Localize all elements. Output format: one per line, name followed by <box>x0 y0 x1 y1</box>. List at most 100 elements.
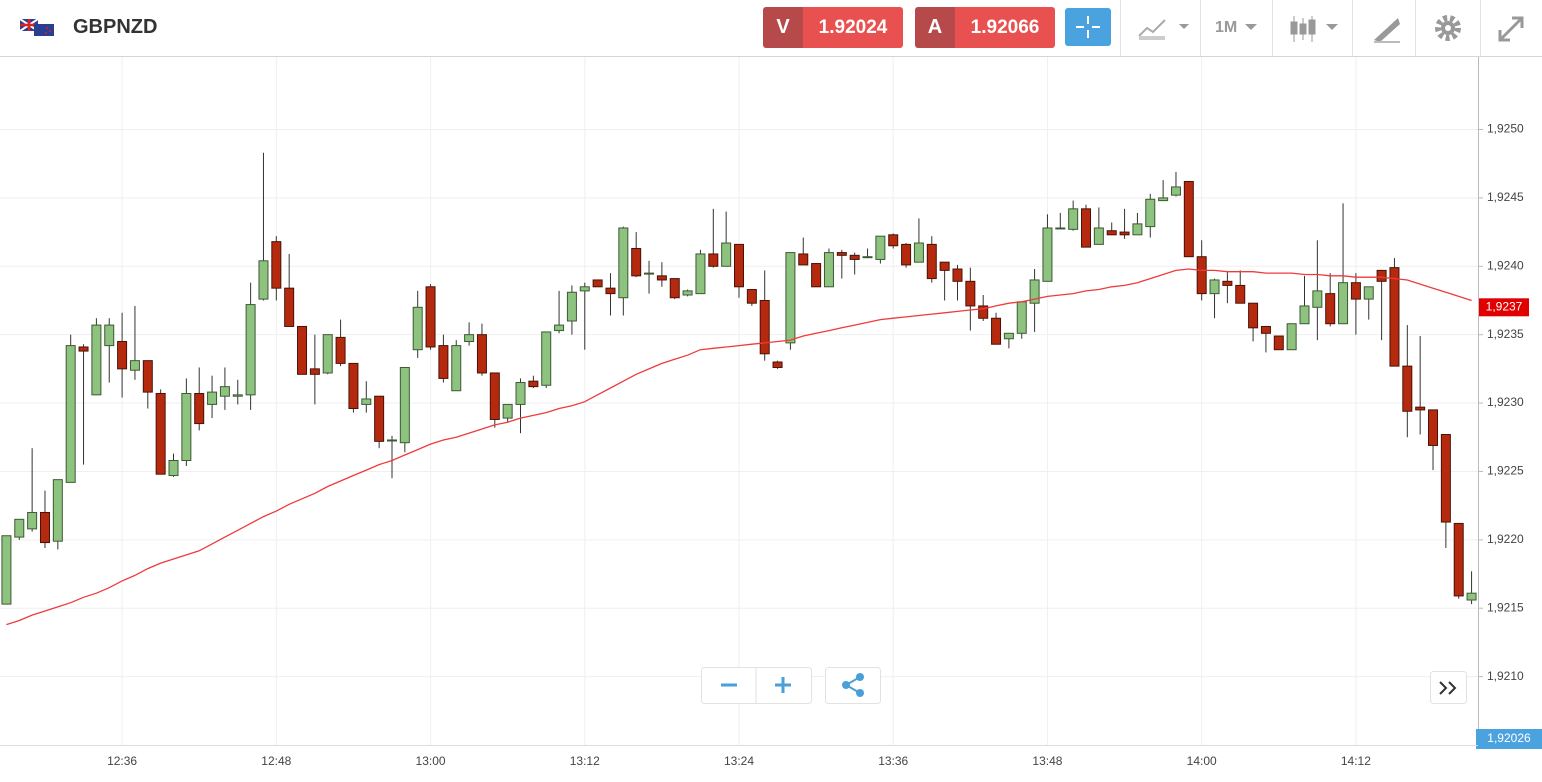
zoom-in[interactable] <box>775 677 791 693</box>
candle-body <box>1402 365 1413 412</box>
candle-body <box>27 511 38 530</box>
candle-body <box>1 535 12 605</box>
x-tick-label: 14:12 <box>1341 754 1371 768</box>
candle-body <box>1119 231 1130 236</box>
candle-body <box>412 306 423 351</box>
candle-body <box>528 380 539 388</box>
chart: 1,92026 1,9210 1,9215 1,9220 1,9225 1,9230 1,… <box>0 57 1542 768</box>
candle-body <box>708 253 719 267</box>
sell-button[interactable]: V 1.92024 <box>763 7 903 48</box>
y-tick-label: 1,9210 <box>1487 669 1524 683</box>
share-icon <box>842 673 864 697</box>
bid-key: V <box>763 7 803 48</box>
candle-body <box>1286 323 1297 351</box>
candle-body <box>91 324 102 396</box>
candle-body <box>1338 282 1349 325</box>
crosshair-button[interactable] <box>1065 8 1111 46</box>
candle-body <box>836 252 847 256</box>
candle-body <box>142 360 153 393</box>
candle-body <box>309 368 320 375</box>
separator <box>1480 0 1481 56</box>
candle-body <box>554 324 565 332</box>
candle-body <box>1260 325 1271 334</box>
x-tick-label: 13:00 <box>416 754 446 768</box>
candle-body <box>52 479 63 542</box>
x-tick-label: 12:36 <box>107 754 137 768</box>
candle-body <box>965 280 976 307</box>
candle-body <box>374 395 385 442</box>
candle-body <box>65 345 76 483</box>
candle-body <box>1209 279 1220 295</box>
fullscreen-button[interactable] <box>1496 14 1526 44</box>
separator <box>1352 0 1353 56</box>
candle-body <box>1440 434 1451 523</box>
candle-type-button[interactable] <box>1288 14 1344 44</box>
candle-body <box>798 253 809 266</box>
candle-body <box>271 241 282 289</box>
x-tick-label: 13:12 <box>570 754 600 768</box>
chart-type-button[interactable] <box>1137 16 1191 42</box>
separator <box>1200 0 1201 56</box>
candle-body <box>1312 290 1323 308</box>
candle-body <box>644 272 655 275</box>
candle-body <box>1299 305 1310 325</box>
candle-body <box>117 341 128 370</box>
candle-body <box>849 254 860 260</box>
candle-body <box>875 235 886 260</box>
share-button[interactable] <box>825 667 881 704</box>
buy-button[interactable]: A 1.92066 <box>915 7 1055 48</box>
candle-body <box>734 243 744 288</box>
candle-body <box>245 304 256 396</box>
candle-body <box>1132 223 1143 236</box>
candle-body <box>1415 406 1426 411</box>
x-tick-label: 13:36 <box>878 754 908 768</box>
bid-tag <box>1476 729 1542 749</box>
candle-body <box>785 252 796 344</box>
y-tick-label: 1,9230 <box>1487 395 1524 409</box>
candle-body <box>232 394 243 397</box>
candle-body <box>618 227 629 299</box>
candle-body <box>14 518 25 538</box>
y-tick-label: 1,9245 <box>1487 190 1524 204</box>
last-price-label: 1,9237 <box>1486 299 1523 313</box>
candle-body <box>515 382 526 405</box>
candle-body <box>1222 280 1233 286</box>
candle-body <box>348 362 359 410</box>
candle-body <box>1158 197 1169 202</box>
candle-body <box>1055 227 1066 230</box>
candle-body <box>284 287 295 327</box>
candle-body <box>1042 227 1053 282</box>
candle-body <box>1093 227 1104 245</box>
candle-body <box>335 336 346 364</box>
separator <box>1272 0 1273 56</box>
zoom-controls <box>701 667 881 704</box>
candle-body <box>952 268 963 282</box>
drawing-button[interactable] <box>1372 14 1402 44</box>
candle-body <box>631 247 642 277</box>
y-tick-label: 1,9220 <box>1487 532 1524 546</box>
candle-body <box>1016 301 1027 334</box>
symbol: GBPNZD <box>73 16 158 38</box>
candle-body <box>1466 592 1477 601</box>
candle-body <box>39 511 50 544</box>
candle-body <box>502 403 513 419</box>
x-tick-label: 12:48 <box>261 754 291 768</box>
candle-body <box>129 360 140 371</box>
ask-key: A <box>915 7 955 48</box>
candle-body <box>939 261 950 271</box>
candle-body <box>682 290 693 296</box>
candle-body <box>759 299 770 355</box>
settings-button[interactable] <box>1433 13 1463 43</box>
scroll-right-button[interactable] <box>1430 671 1468 705</box>
toolbar: GBPNZD V 1.92024 A 1.92066 1M <box>0 0 1542 57</box>
candle-body <box>78 346 89 352</box>
candle-body <box>1428 409 1439 446</box>
interval-button[interactable]: 1M <box>1215 19 1238 36</box>
x-tick-label: 13:48 <box>1032 754 1062 768</box>
candle-body <box>772 361 783 368</box>
last-price-tag <box>1479 298 1529 317</box>
candle-body <box>541 331 552 386</box>
candle-body <box>811 263 822 288</box>
candle-body <box>721 242 732 267</box>
